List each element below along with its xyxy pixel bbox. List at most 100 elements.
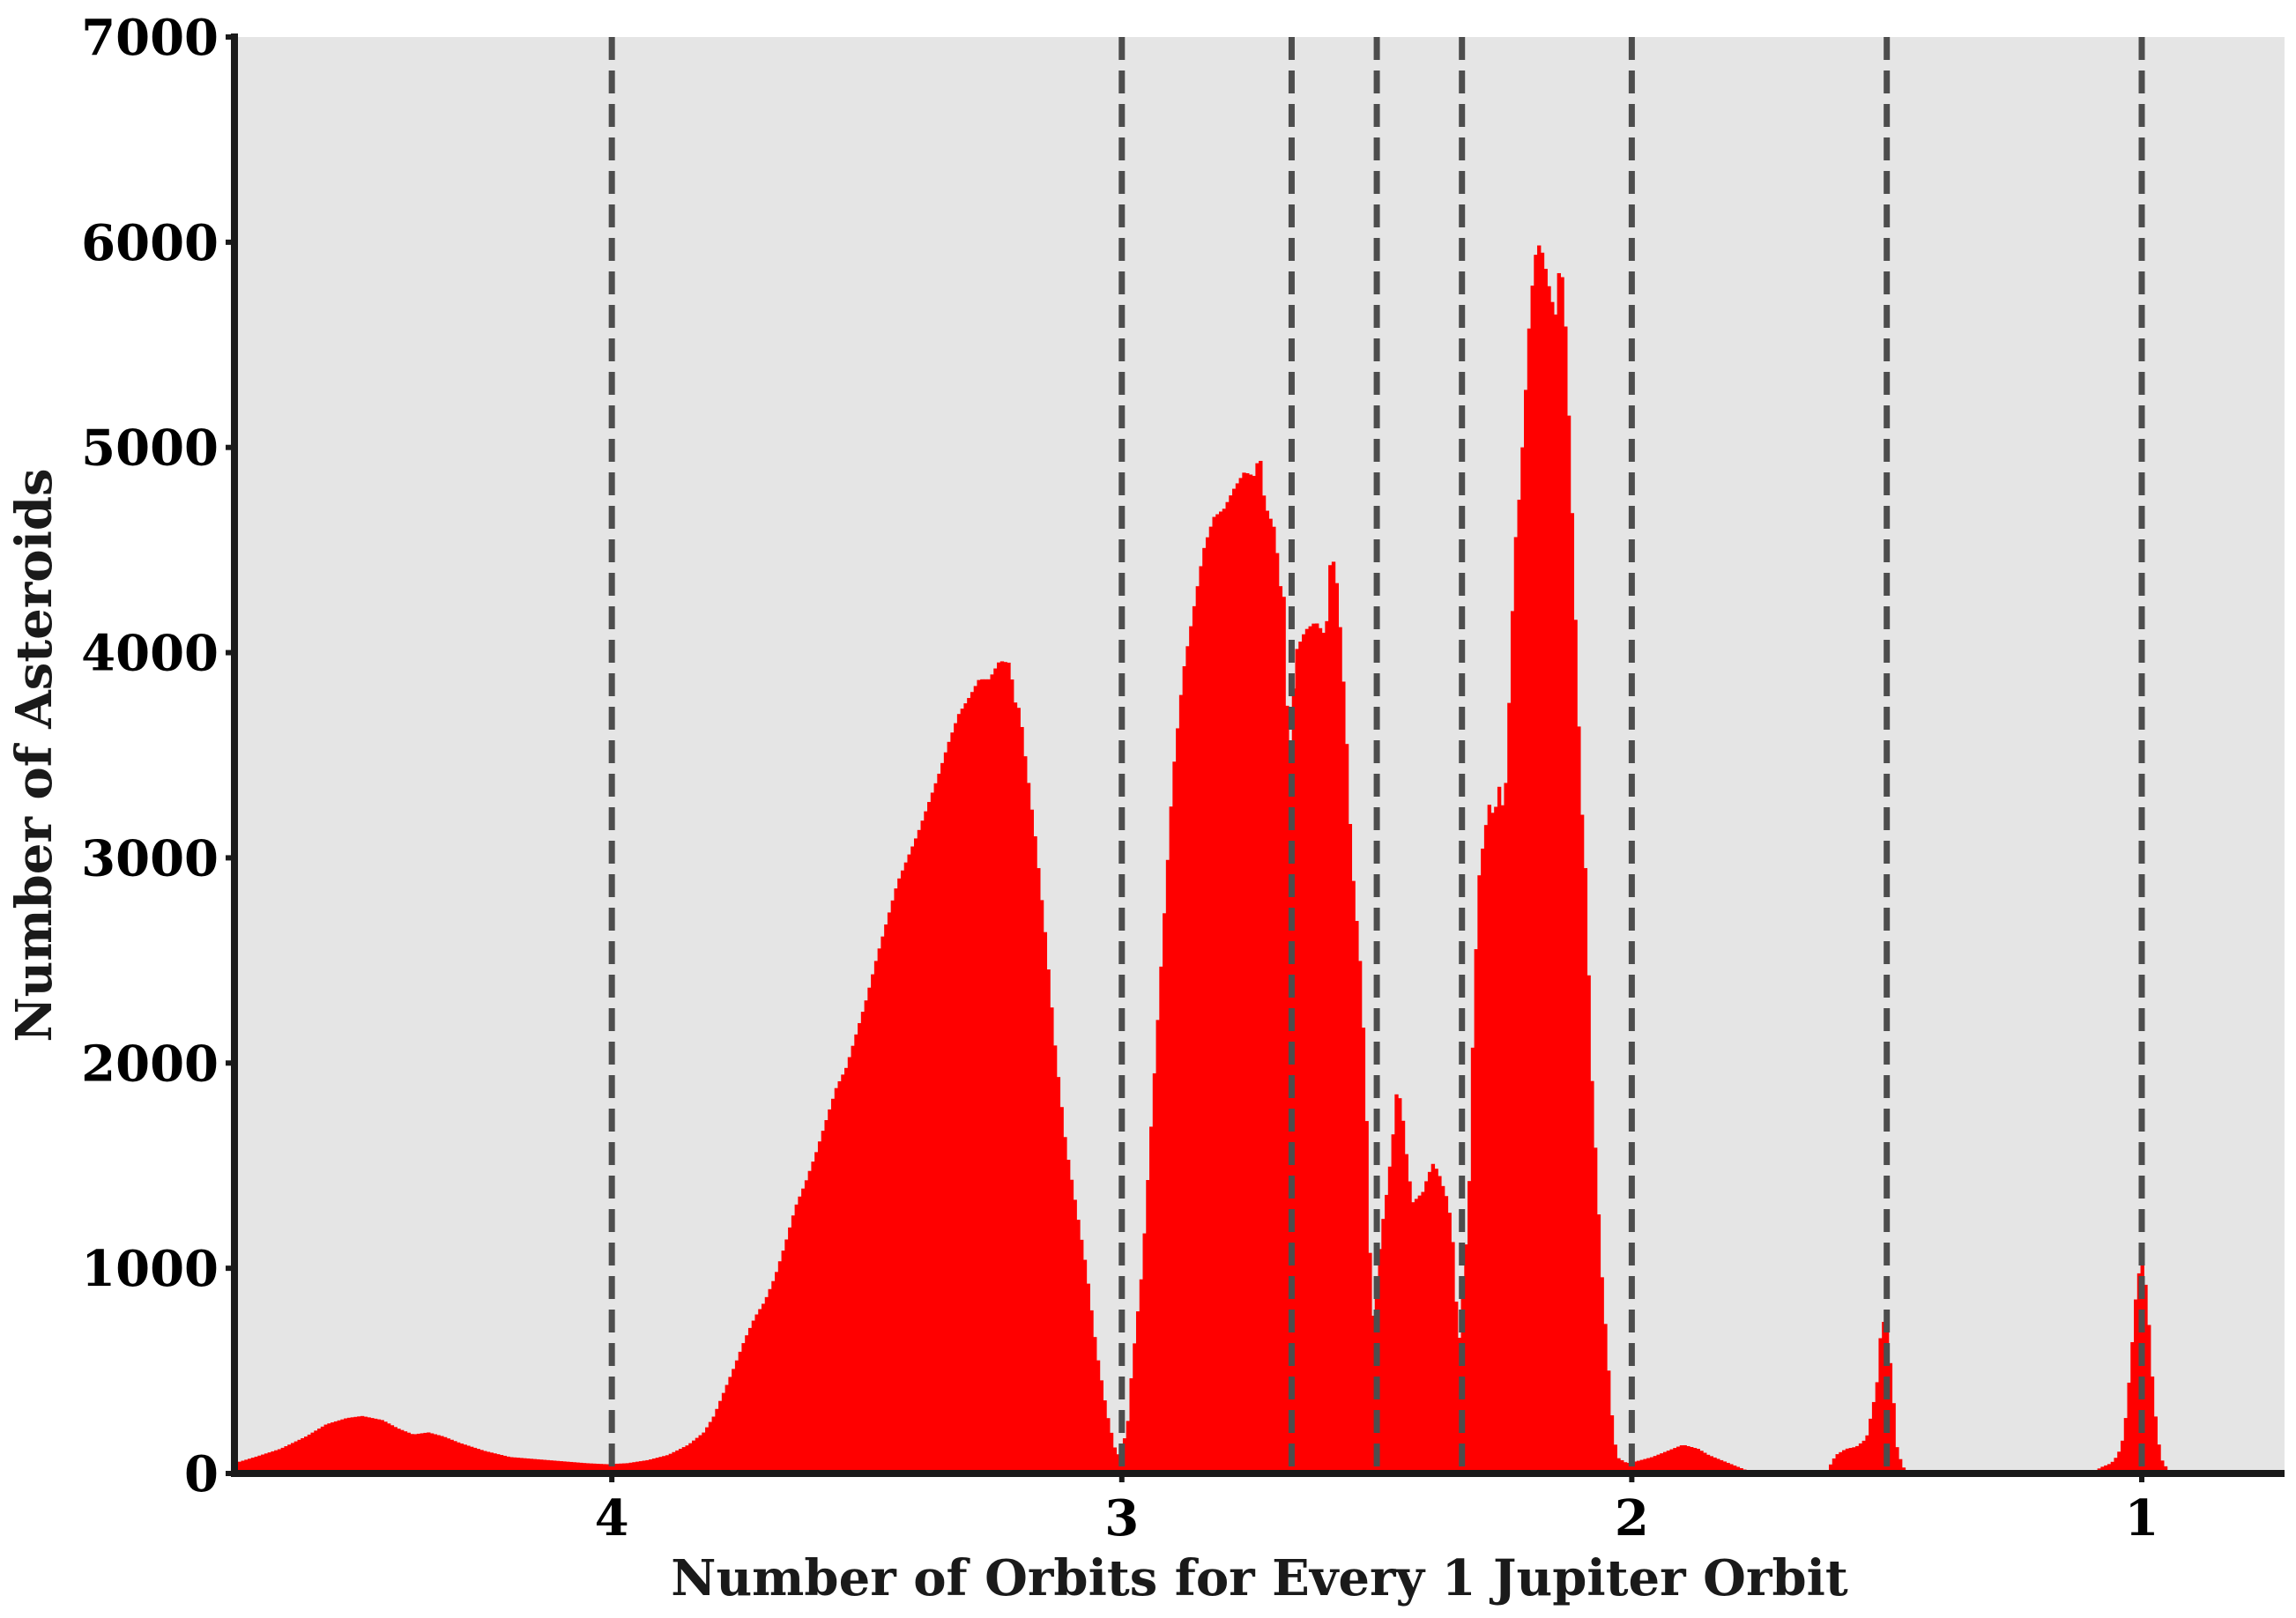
histogram-bar — [340, 1419, 345, 1473]
histogram-bar — [320, 1426, 325, 1473]
histogram-bar — [1553, 314, 1558, 1473]
histogram-bar — [1719, 1459, 1724, 1473]
histogram-bar — [1662, 1451, 1668, 1473]
histogram-bar — [1076, 1220, 1081, 1473]
histogram-bar — [2117, 1451, 2121, 1473]
histogram-bar — [542, 1459, 547, 1473]
histogram-bar — [841, 1074, 845, 1473]
histogram-bar — [887, 912, 892, 1473]
histogram-bar — [651, 1458, 657, 1473]
histogram-bar — [1497, 786, 1502, 1473]
histogram-bar — [476, 1449, 480, 1473]
histogram-bar — [506, 1456, 510, 1473]
histogram-bar — [562, 1461, 567, 1473]
histogram-bar — [1274, 553, 1280, 1473]
histogram-bar — [781, 1251, 785, 1473]
histogram-bar — [1669, 1449, 1674, 1473]
histogram-bar — [1052, 1045, 1058, 1473]
y-tick-label: 0 — [184, 1445, 219, 1503]
histogram-bar — [1368, 1252, 1372, 1473]
histogram-bar — [310, 1432, 315, 1473]
histogram-bar — [771, 1280, 776, 1473]
histogram-bar — [1871, 1401, 1876, 1473]
histogram-bar — [1494, 806, 1498, 1473]
histogram-bar — [1106, 1418, 1111, 1473]
histogram-bar — [1089, 1310, 1094, 1473]
histogram-bar — [1547, 286, 1551, 1473]
histogram-bar — [1192, 605, 1197, 1473]
x-tick-label: 4 — [595, 1489, 629, 1547]
histogram-bar — [2140, 1260, 2144, 1473]
histogram-bar — [2130, 1341, 2135, 1473]
histogram-bar — [977, 679, 981, 1473]
histogram-bar — [429, 1433, 435, 1473]
histogram-bar — [1112, 1447, 1118, 1473]
histogram-bar — [920, 820, 925, 1473]
histogram-bar — [453, 1441, 457, 1473]
histogram-bar — [828, 1109, 832, 1473]
histogram-bar — [1208, 526, 1214, 1473]
histogram-bar — [1477, 875, 1482, 1473]
histogram-bar — [1037, 868, 1041, 1473]
histogram-bar — [847, 1057, 852, 1473]
histogram-bar — [1272, 526, 1276, 1474]
histogram-bar — [824, 1120, 828, 1473]
histogram-bar — [241, 1460, 245, 1473]
histogram-bar — [472, 1447, 478, 1473]
histogram-bar — [1295, 649, 1299, 1473]
histogram-bar — [1586, 975, 1591, 1473]
histogram-bar — [1520, 447, 1525, 1474]
histogram-bar — [1845, 1448, 1850, 1473]
histogram-bar — [1182, 666, 1186, 1473]
histogram-bar — [483, 1451, 487, 1473]
histogram-bar — [638, 1461, 643, 1473]
histogram-bar — [1447, 1213, 1452, 1473]
histogram-bar — [608, 1464, 613, 1473]
histogram-bar — [1285, 705, 1289, 1473]
histogram-bar — [1613, 1444, 1617, 1473]
histogram-bar — [1215, 514, 1220, 1473]
histogram-bar — [705, 1427, 710, 1473]
histogram-bar — [1626, 1462, 1631, 1473]
histogram-bar — [788, 1227, 792, 1473]
x-tick-label: 1 — [2125, 1489, 2159, 1547]
histogram-bar — [1385, 1194, 1389, 1473]
histogram-bar — [1063, 1137, 1067, 1473]
histogram-bar — [1348, 824, 1353, 1473]
histogram-bar — [1026, 783, 1031, 1473]
histogram-bar — [751, 1320, 756, 1473]
histogram-bar — [1430, 1163, 1436, 1473]
histogram-bar — [734, 1360, 739, 1473]
histogram-bar — [910, 846, 915, 1473]
histogram-bar — [423, 1432, 427, 1473]
histogram-bar — [280, 1447, 286, 1473]
histogram-bar — [589, 1463, 593, 1473]
histogram-bar — [993, 668, 998, 1473]
histogram-bar — [1404, 1154, 1408, 1473]
histogram-bar — [376, 1419, 382, 1473]
histogram-bar — [1013, 702, 1018, 1473]
histogram-bar — [307, 1434, 312, 1473]
histogram-bar — [1219, 511, 1223, 1473]
histogram-bar — [715, 1408, 719, 1473]
histogram-bar — [1858, 1443, 1863, 1473]
histogram-bar — [1159, 966, 1163, 1473]
histogram-bar — [496, 1454, 501, 1473]
histogram-bar — [553, 1460, 557, 1473]
histogram-bar — [1408, 1181, 1412, 1473]
histogram-bar — [711, 1416, 716, 1473]
histogram-bar — [721, 1392, 726, 1473]
histogram-bar — [1232, 488, 1237, 1473]
histogram-bar — [1371, 1315, 1376, 1473]
histogram-bar — [864, 1000, 868, 1473]
histogram-bar — [327, 1423, 331, 1473]
histogram-bar — [1527, 328, 1532, 1473]
histogram-bar — [615, 1463, 620, 1473]
histogram-bar — [1351, 880, 1356, 1473]
histogram-bar — [1427, 1171, 1432, 1473]
histogram-bar — [244, 1459, 249, 1473]
y-tick-label: 3000 — [81, 829, 219, 887]
histogram-bar — [463, 1444, 467, 1473]
histogram-bar — [1033, 835, 1037, 1473]
